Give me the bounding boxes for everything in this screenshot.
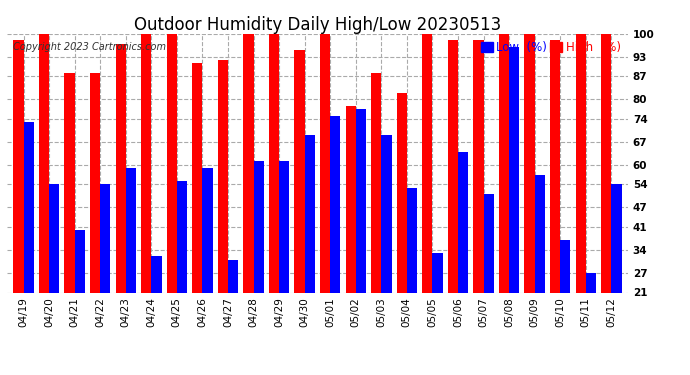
Bar	[177, 181, 187, 361]
Bar	[166, 34, 177, 361]
Bar	[244, 34, 253, 361]
Text: Copyright 2023 Cartronics.com: Copyright 2023 Cartronics.com	[13, 42, 166, 51]
Bar	[382, 135, 391, 361]
Bar	[484, 194, 494, 361]
Bar	[228, 260, 238, 361]
Bar	[550, 40, 560, 361]
Bar	[346, 106, 356, 361]
Bar	[141, 34, 151, 361]
Bar	[499, 34, 509, 361]
Bar	[218, 60, 228, 361]
Bar	[304, 135, 315, 361]
Bar	[535, 175, 545, 361]
Bar	[458, 152, 469, 361]
Bar	[23, 122, 34, 361]
Bar	[115, 44, 126, 361]
Bar	[473, 40, 484, 361]
Bar	[601, 34, 611, 361]
Legend: Low  (%), High  (%): Low (%), High (%)	[480, 40, 622, 55]
Bar	[193, 63, 202, 361]
Bar	[13, 40, 23, 361]
Bar	[75, 230, 85, 361]
Bar	[575, 34, 586, 361]
Bar	[202, 168, 213, 361]
Bar	[279, 162, 289, 361]
Bar	[126, 168, 136, 361]
Bar	[331, 116, 340, 361]
Bar	[100, 184, 110, 361]
Bar	[371, 73, 382, 361]
Bar	[433, 253, 442, 361]
Title: Outdoor Humidity Daily High/Low 20230513: Outdoor Humidity Daily High/Low 20230513	[134, 16, 501, 34]
Bar	[253, 162, 264, 361]
Bar	[422, 34, 433, 361]
Bar	[356, 109, 366, 361]
Bar	[524, 34, 535, 361]
Bar	[64, 73, 75, 361]
Bar	[320, 34, 331, 361]
Bar	[90, 73, 100, 361]
Bar	[611, 184, 622, 361]
Bar	[509, 47, 520, 361]
Bar	[560, 240, 571, 361]
Bar	[39, 34, 49, 361]
Bar	[586, 273, 596, 361]
Bar	[49, 184, 59, 361]
Bar	[448, 40, 458, 361]
Bar	[269, 34, 279, 361]
Bar	[151, 256, 161, 361]
Bar	[295, 50, 304, 361]
Bar	[397, 93, 407, 361]
Bar	[407, 188, 417, 361]
